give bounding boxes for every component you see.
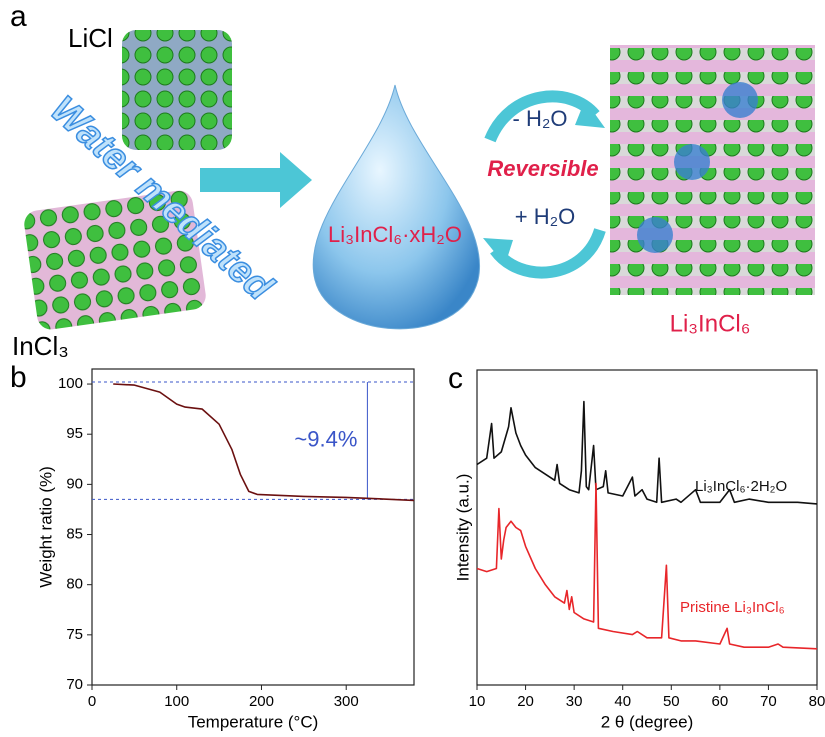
x-tick-label: 50 (663, 693, 680, 710)
arrow (495, 230, 600, 273)
x-tick-label: 100 (164, 693, 189, 710)
x-tick-label: 70 (760, 693, 777, 710)
y-tick-label: 70 (66, 676, 83, 693)
arrow (200, 152, 312, 208)
site (722, 82, 758, 118)
drop-label: Li₃InCl₆·xH₂O (328, 222, 462, 247)
panel-label: a (10, 0, 27, 33)
y-tick-label: 95 (66, 425, 83, 442)
x-axis-label: Temperature (°C) (188, 712, 319, 731)
y-tick-label: 80 (66, 576, 83, 593)
data-line (113, 384, 414, 500)
licl-crystal (122, 30, 232, 150)
x-tick-label: 20 (517, 693, 534, 710)
site (637, 217, 673, 253)
annotation: ~9.4% (294, 427, 357, 452)
x-tick-label: 40 (614, 693, 631, 710)
reversible: Reversible (487, 156, 598, 181)
series-label: Pristine Li₃InCl₆ (680, 599, 785, 616)
water-drop (313, 85, 479, 329)
x-tick-label: 10 (469, 693, 486, 710)
data-line (477, 483, 817, 648)
x-tick-label: 60 (712, 693, 729, 710)
panel-label: c (448, 362, 463, 395)
y-axis-label: Weight ratio (%) (36, 466, 55, 588)
hydration: + H₂O (515, 204, 576, 229)
series-label: Li₃InCl₆·2H₂O (695, 478, 787, 495)
licl-label: LiCl (68, 23, 113, 53)
product-crystal (610, 45, 815, 295)
panel-label: b (10, 361, 27, 394)
x-tick-label: 300 (334, 693, 359, 710)
y-tick-label: 85 (66, 525, 83, 542)
figure: a LiCl InCl₃ Water mediated Li₃InCl₆·xH₂… (0, 0, 825, 737)
product-label: Li₃InCl₆ (670, 310, 751, 337)
x-tick-label: 0 (88, 693, 96, 710)
dehydration: - H₂O (513, 106, 568, 131)
y-tick-label: 100 (58, 375, 83, 392)
y-tick-label: 75 (66, 626, 83, 643)
site (674, 144, 710, 180)
plot-frame (92, 369, 414, 685)
y-axis-label: Intensity (a.u.) (453, 474, 472, 582)
x-tick-label: 30 (566, 693, 583, 710)
x-tick-label: 80 (809, 693, 825, 710)
incl3-label: InCl₃ (12, 331, 69, 361)
panel-a: a LiCl InCl₃ Water mediated Li₃InCl₆·xH₂… (10, 0, 815, 361)
x-tick-label: 200 (249, 693, 274, 710)
x-axis-label: 2 θ (degree) (601, 712, 694, 731)
y-tick-label: 90 (66, 475, 83, 492)
